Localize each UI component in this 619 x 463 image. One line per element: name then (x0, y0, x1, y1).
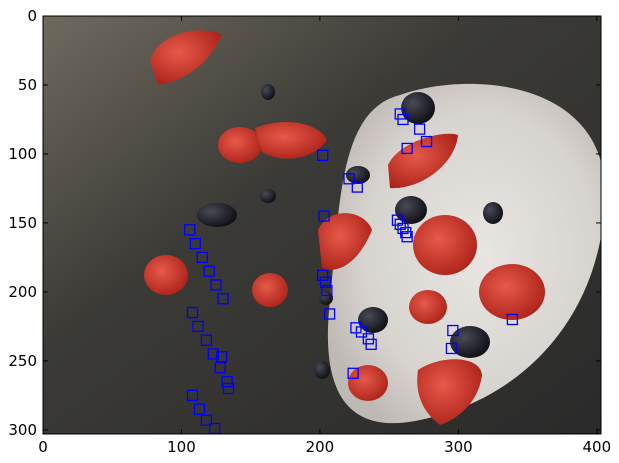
x-tick-label: 100 (167, 438, 196, 456)
detection-marker (214, 362, 226, 374)
detection-marker (186, 389, 199, 402)
detection-marker (401, 142, 413, 155)
detection-marker (445, 342, 458, 355)
y-axis-ticks: 0 50 100 150 200 250 300 (8, 7, 601, 439)
detection-marker (193, 403, 206, 415)
detection-marker (397, 222, 409, 235)
y-tick-label: 0 (27, 7, 37, 25)
detection-marker (184, 224, 196, 236)
detection-marker (343, 173, 355, 185)
detection-markers (184, 108, 519, 434)
y-tick-label: 150 (8, 214, 37, 232)
x-axis-ticks: 0 100 200 300 400 (38, 16, 611, 456)
detection-marker (221, 375, 233, 388)
y-tick-label: 250 (8, 352, 37, 370)
detection-marker (200, 414, 213, 426)
detection-marker (447, 324, 459, 337)
strawberry-slice (388, 133, 458, 189)
detection-marker (397, 113, 409, 126)
y-tick-label: 100 (8, 145, 37, 163)
blackberry (450, 326, 490, 358)
detection-marker (217, 293, 229, 305)
detection-marker (355, 326, 368, 338)
blueberry (346, 166, 370, 184)
detection-marker (203, 265, 215, 277)
blueberry (260, 189, 276, 203)
detection-marker (413, 123, 426, 135)
strawberry-slice (150, 30, 222, 85)
detection-marker (323, 308, 336, 320)
detection-marker (207, 348, 219, 360)
detection-marker (365, 338, 377, 350)
blueberry (261, 84, 275, 100)
strawberry (348, 365, 388, 401)
blackberry (483, 202, 503, 224)
strawberry-slice (318, 213, 372, 270)
strawberry (144, 255, 188, 295)
blueberry (314, 361, 330, 379)
y-tick-label: 50 (18, 76, 37, 94)
blackberry (197, 203, 237, 227)
blueberry (319, 291, 333, 305)
detection-marker (186, 306, 199, 319)
detection-marker (196, 251, 208, 264)
axes-frame (42, 15, 602, 435)
detection-marker (318, 210, 330, 222)
detection-marker (321, 284, 333, 297)
detection-marker (215, 351, 228, 363)
background-photo (43, 16, 601, 434)
x-tick-label: 400 (583, 438, 612, 456)
strawberry (409, 290, 447, 324)
detection-marker (189, 237, 201, 250)
strawberry (479, 264, 545, 320)
strawberry (252, 273, 288, 307)
detection-marker (209, 422, 221, 434)
detection-marker (506, 313, 519, 326)
detection-marker (200, 334, 213, 346)
detection-marker (319, 276, 332, 288)
detection-marker (401, 231, 413, 243)
detection-marker (347, 367, 359, 379)
x-tick-label: 200 (306, 438, 335, 456)
detection-marker (222, 382, 235, 395)
detection-marker (351, 181, 363, 193)
strawberry (413, 215, 477, 275)
detection-marker (210, 279, 222, 291)
y-tick-label: 300 (8, 421, 37, 439)
strawberry (218, 127, 262, 163)
detection-marker (192, 320, 204, 333)
detection-marker (317, 269, 329, 282)
strawberry-slice (255, 121, 327, 159)
detection-marker (317, 149, 329, 161)
x-tick-label: 0 (38, 438, 48, 456)
strawberry-slice (417, 359, 482, 425)
detection-marker (420, 135, 433, 148)
detection-marker (400, 226, 412, 239)
blackberry (358, 307, 388, 333)
blackberry (401, 92, 435, 124)
x-tick-label: 300 (444, 438, 473, 456)
y-tick-label: 200 (8, 283, 37, 301)
